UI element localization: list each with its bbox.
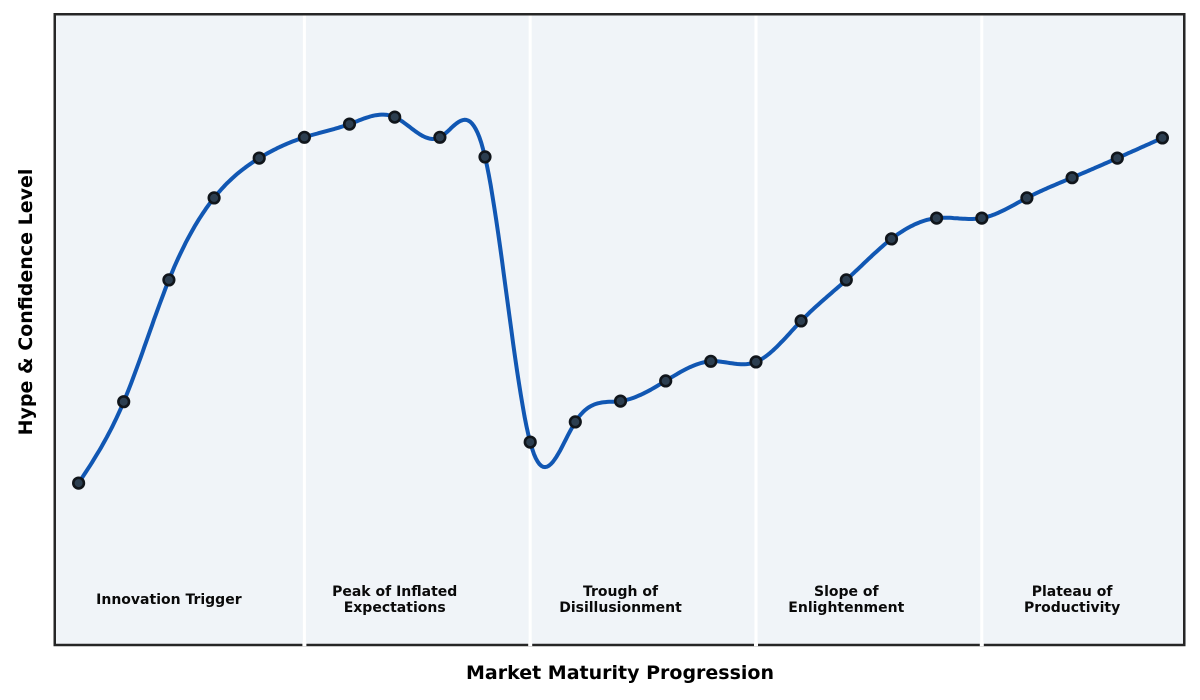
data-point (162, 273, 176, 287)
data-point (1155, 131, 1169, 145)
plot-border (53, 13, 1186, 647)
data-point (342, 117, 357, 131)
data-point (1065, 171, 1079, 185)
x-axis-label: Market Maturity Progression (465, 662, 775, 684)
data-point (388, 110, 402, 124)
separator-border-notch (528, 641, 533, 647)
separator-border-notch (979, 641, 984, 647)
data-point (613, 394, 628, 408)
data-point (117, 395, 131, 409)
separator-border-notch (302, 641, 307, 647)
data-point (523, 435, 537, 449)
data-point (704, 354, 718, 368)
separator-border-notch (754, 641, 758, 647)
data-point (71, 476, 86, 490)
data-point (1110, 151, 1124, 165)
phase-label-peak-of-inflated-expectations: Peak of Inflated Expectations (332, 583, 458, 616)
data-point (252, 151, 266, 165)
y-axis-label: Hype & Confidence Level (15, 168, 37, 436)
data-point (297, 130, 312, 144)
data-point (478, 150, 492, 164)
phase-label-slope-of-enlightenment: Slope of Enlightenment (788, 583, 905, 616)
phase-label-trough-of-disillusionment: Trough of Disillusionment (559, 583, 682, 616)
data-point (975, 211, 989, 225)
data-point (659, 374, 673, 388)
phase-label-innovation-trigger: Innovation Trigger (96, 591, 242, 608)
data-point (568, 415, 582, 429)
data-point (433, 130, 447, 144)
data-point (884, 232, 899, 246)
data-point (1020, 191, 1034, 205)
phase-label-plateau-of-productivity: Plateau of Productivity (1023, 583, 1121, 616)
data-point (794, 314, 808, 328)
data-point (839, 273, 853, 287)
data-point (207, 191, 221, 205)
plot-background (55, 13, 1186, 644)
data-point (749, 355, 763, 369)
data-point (929, 211, 944, 225)
